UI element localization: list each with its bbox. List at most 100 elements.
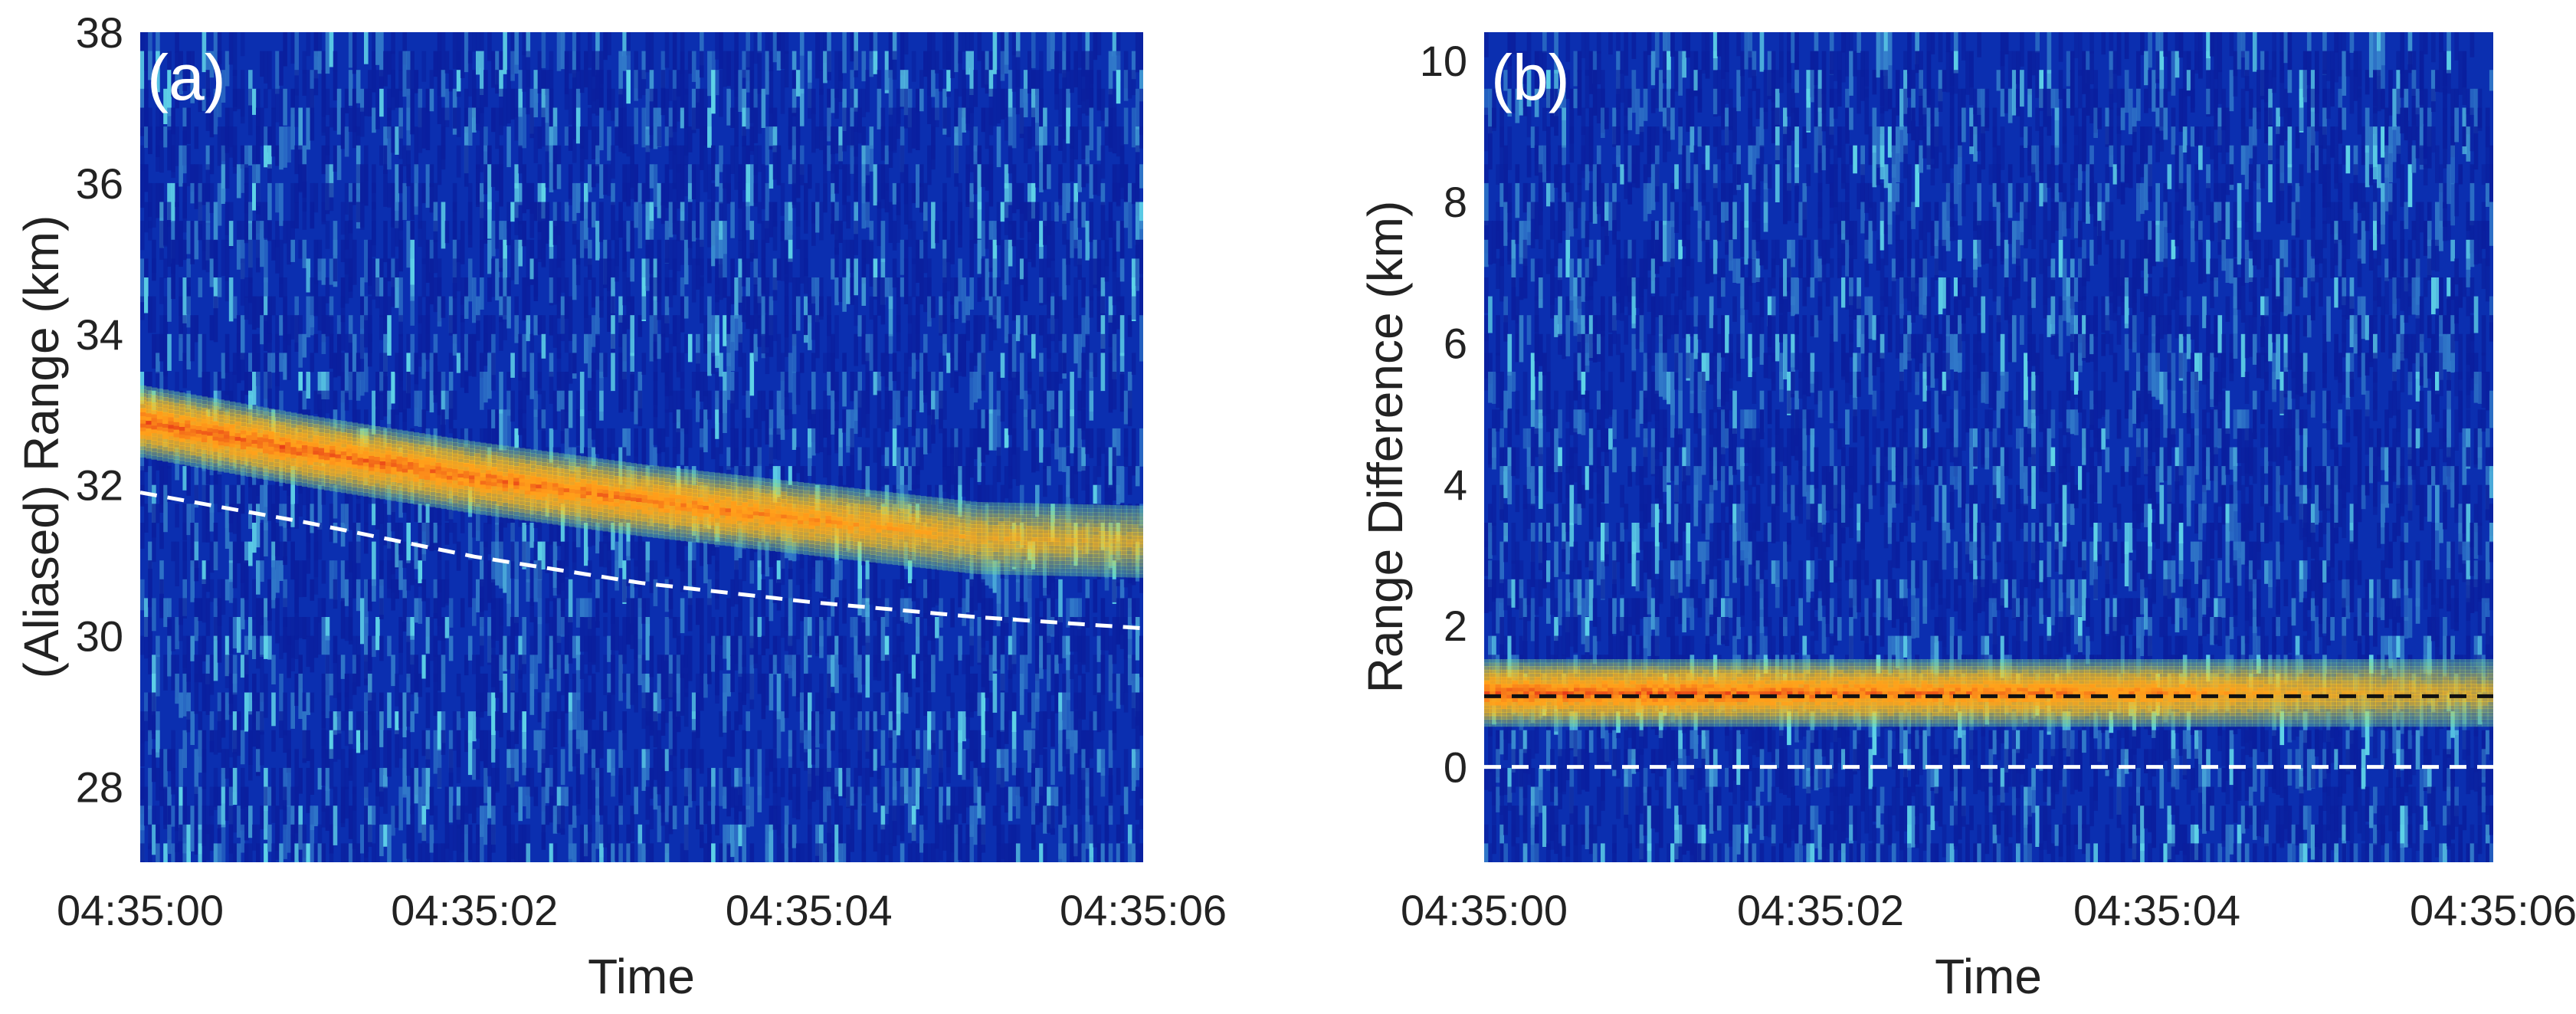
noise-cell <box>167 221 172 267</box>
noise-cell <box>467 824 473 861</box>
noise-cell <box>364 523 369 554</box>
noise-cell <box>1116 560 1121 586</box>
noise-cell <box>657 730 662 750</box>
noise-cell <box>495 428 500 455</box>
noise-cell <box>854 692 858 718</box>
noise-cell <box>1081 372 1086 408</box>
noise-cell <box>352 126 357 149</box>
noise-cell <box>765 315 770 348</box>
noise-cell <box>549 145 554 192</box>
noise-cell <box>935 107 939 127</box>
noise-cell <box>592 730 596 763</box>
noise-cell <box>564 296 569 319</box>
noise-cell <box>749 164 755 206</box>
noise-cell <box>1043 598 1047 642</box>
noise-cell <box>1047 202 1051 235</box>
noise-cell <box>156 353 160 373</box>
noise-cell <box>244 221 249 241</box>
noise-cell <box>842 635 847 668</box>
noise-cell <box>769 428 774 464</box>
noise-cell <box>703 409 708 453</box>
noise-cell <box>996 70 1001 89</box>
noise-cell <box>510 824 515 859</box>
noise-cell <box>946 107 951 137</box>
noise-cell <box>437 523 442 561</box>
noise-cell <box>958 202 962 235</box>
noise-cell <box>433 655 438 682</box>
noise-cell <box>715 277 719 303</box>
noise-cell <box>310 202 315 228</box>
noise-cell <box>757 390 762 429</box>
noise-cell <box>1085 126 1090 159</box>
noise-cell <box>861 126 867 160</box>
noise-cell <box>791 315 797 346</box>
noise-cell <box>599 541 604 567</box>
noise-cell <box>850 617 854 638</box>
noise-cell <box>271 655 276 684</box>
noise-cell <box>903 428 909 448</box>
noise-cell <box>310 692 315 713</box>
noise-cell <box>857 786 862 830</box>
noise-cell <box>560 749 565 786</box>
noise-cell <box>224 145 230 189</box>
noise-cell <box>244 277 249 298</box>
noise-cell <box>476 504 480 541</box>
noise-cell <box>811 372 816 415</box>
noise-cell <box>877 617 882 663</box>
noise-cell <box>958 730 962 776</box>
noise-cell <box>668 202 673 238</box>
noise-cell <box>1066 466 1070 497</box>
noise-cell <box>198 824 203 855</box>
noise-cell <box>691 372 696 399</box>
noise-cell <box>313 484 319 520</box>
noise-cell <box>348 560 353 599</box>
noise-cell <box>653 711 658 747</box>
noise-cell <box>981 315 986 335</box>
noise-cell <box>981 353 986 391</box>
noise-cell <box>969 598 974 627</box>
noise-cell <box>715 333 719 369</box>
noise-cell <box>584 126 588 160</box>
noise-cell <box>495 767 500 793</box>
noise-cell <box>726 88 731 126</box>
noise-cell <box>1085 164 1090 184</box>
noise-cell <box>552 843 558 862</box>
noise-cell <box>1081 843 1086 862</box>
noise-cell <box>256 221 261 258</box>
noise-cell <box>592 51 596 77</box>
noise-cell <box>873 749 878 771</box>
noise-cell <box>483 202 488 232</box>
noise-cell <box>757 541 762 568</box>
noise-cell <box>383 504 388 546</box>
noise-cell <box>406 635 411 678</box>
noise-cell <box>653 786 658 810</box>
noise-cell <box>954 107 959 129</box>
noise-cell <box>765 843 770 862</box>
noise-cell <box>575 258 581 286</box>
noise-cell <box>294 88 299 127</box>
noise-cell <box>144 126 149 148</box>
noise-cell <box>310 88 315 114</box>
noise-cell <box>730 579 735 607</box>
noise-cell <box>267 824 272 852</box>
noise-cell <box>182 277 187 323</box>
noise-cell <box>823 447 828 478</box>
noise-cell <box>769 806 774 832</box>
noise-cell <box>815 202 820 233</box>
noise-cell <box>317 239 323 272</box>
noise-cell <box>1050 711 1055 747</box>
noise-cell <box>903 88 909 129</box>
noise-cell <box>969 786 974 808</box>
noise-cell <box>194 221 199 260</box>
noise-cell <box>584 635 588 665</box>
noise-cell <box>472 88 477 118</box>
noise-cell <box>156 635 160 658</box>
noise-cell <box>607 692 611 733</box>
noise-cell <box>186 824 191 862</box>
noise-cell <box>615 126 619 146</box>
noise-cell <box>742 145 746 190</box>
noise-cell <box>962 32 966 52</box>
noise-cell <box>232 730 238 754</box>
noise-cell <box>715 221 719 260</box>
noise-cell <box>175 126 179 166</box>
